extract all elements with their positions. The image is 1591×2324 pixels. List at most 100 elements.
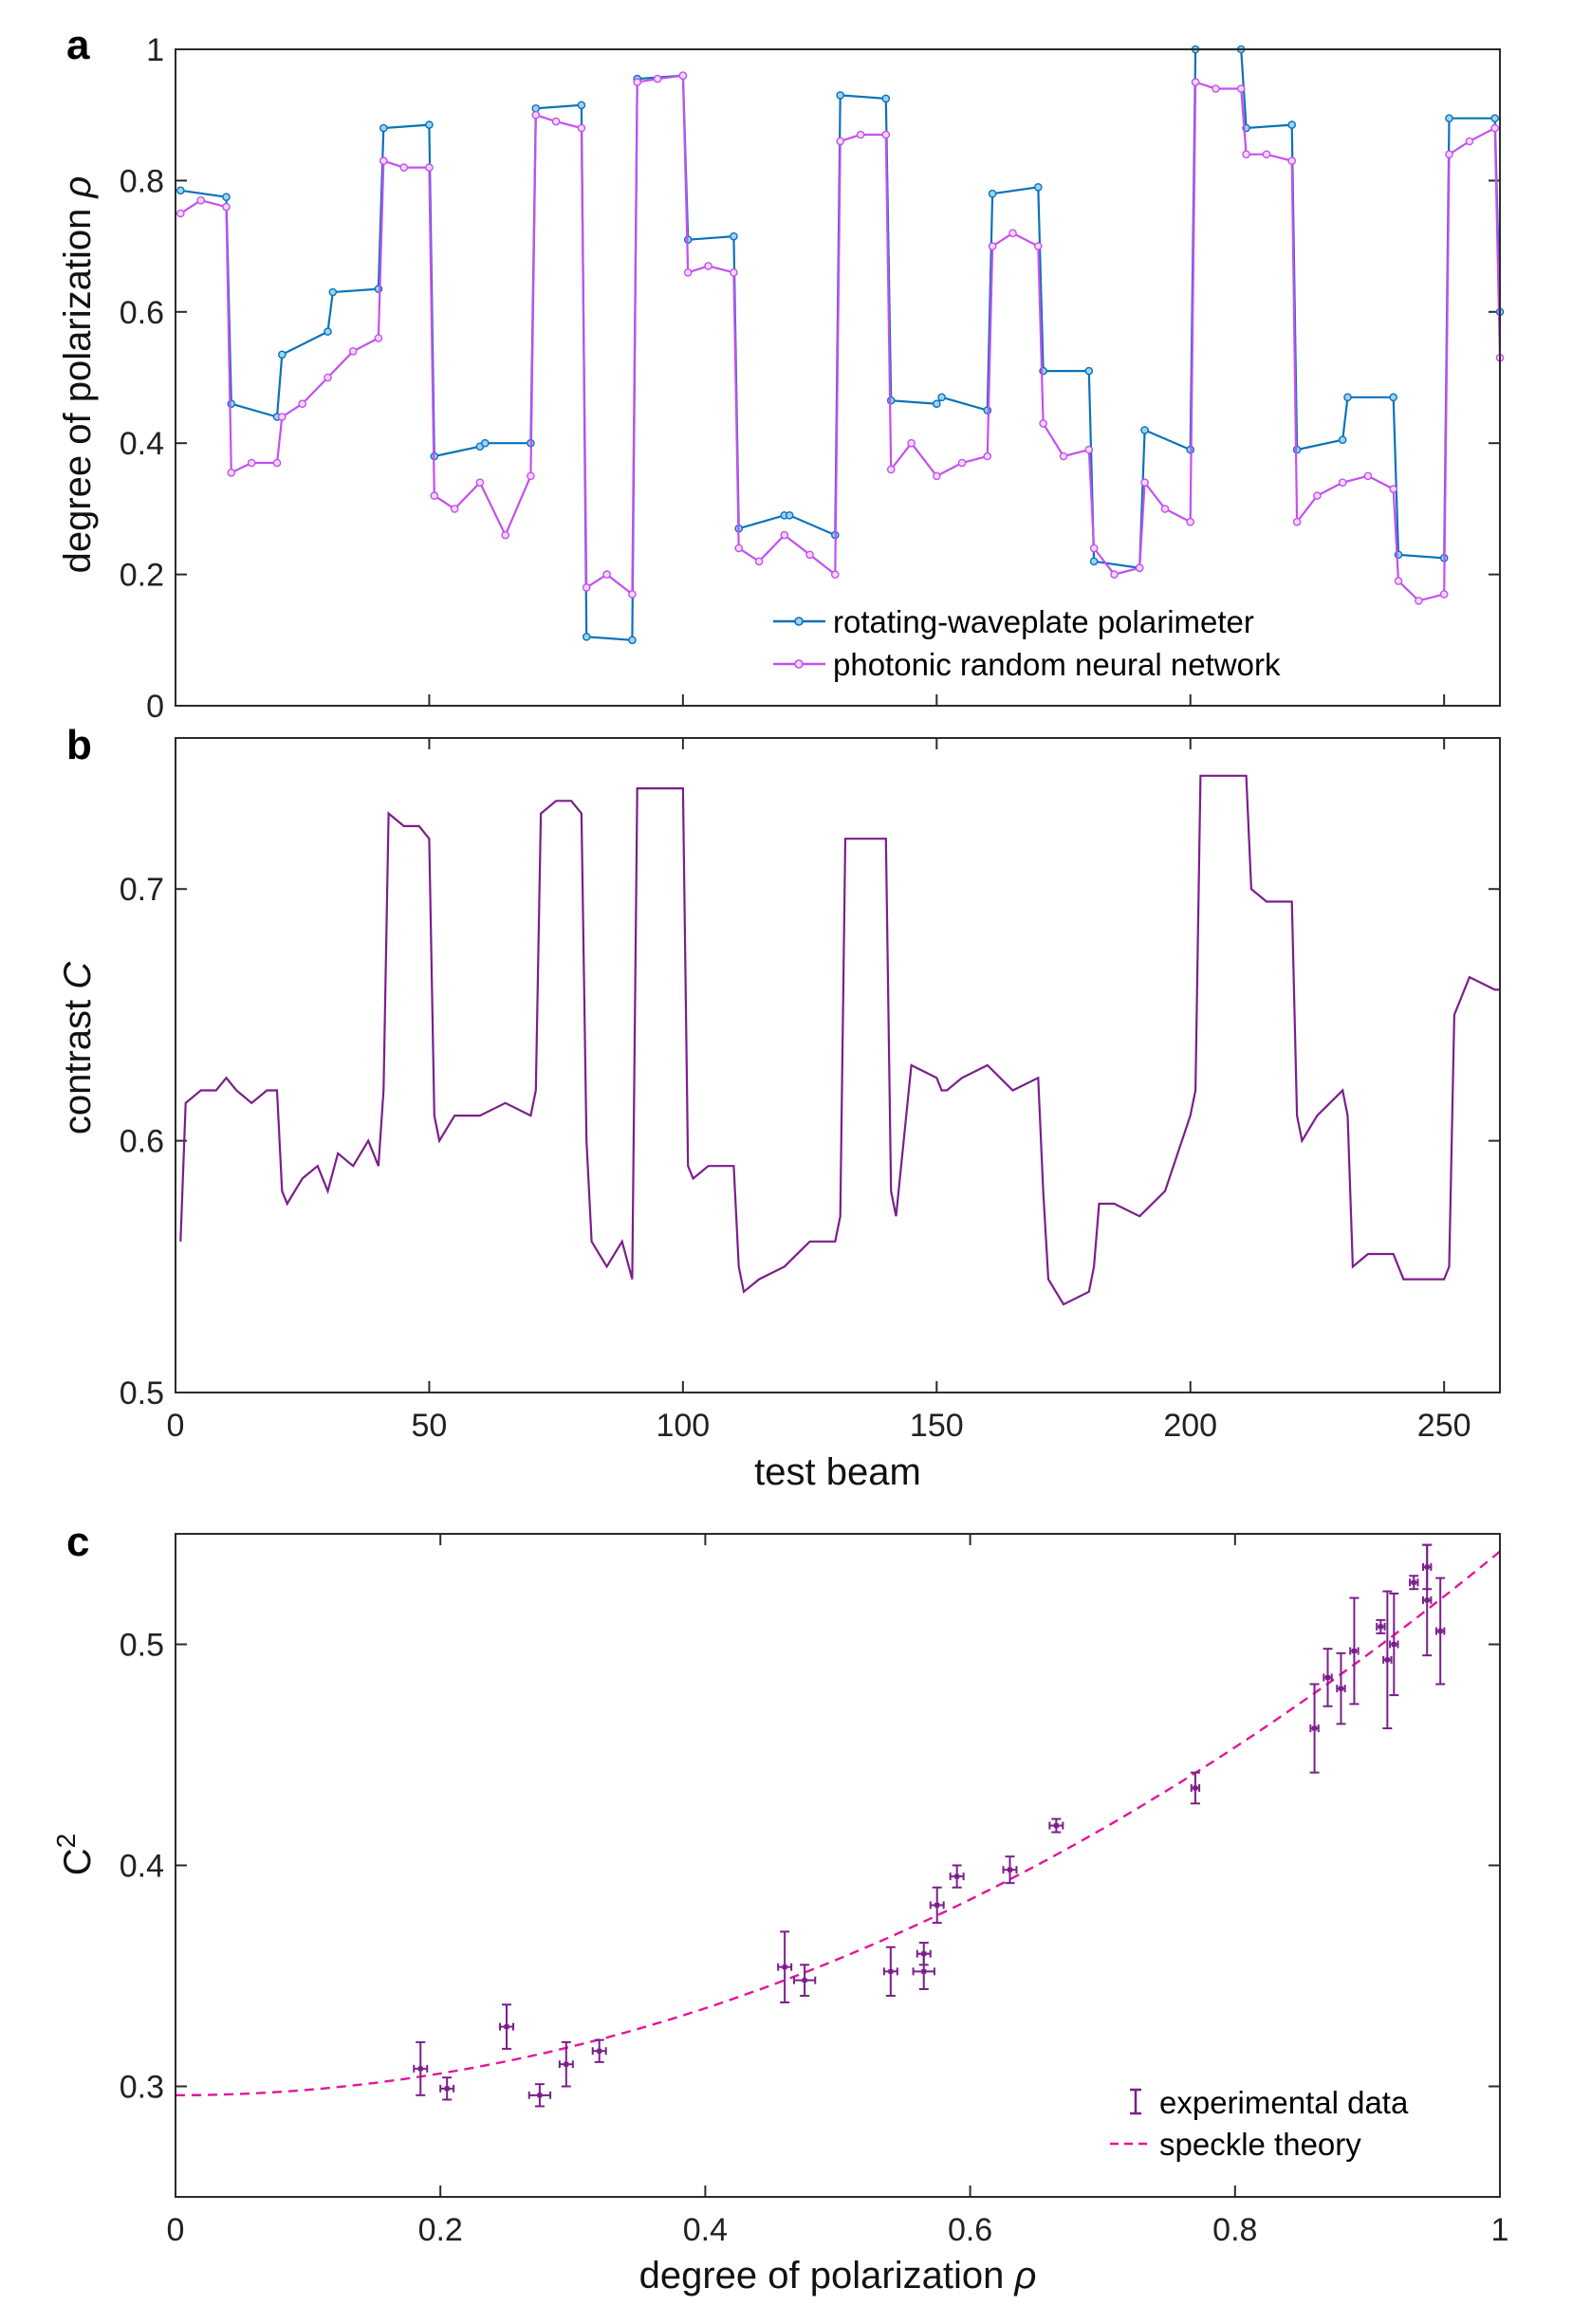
panel-c-xlabel: degree of polarization ρ — [639, 2255, 1037, 2296]
data-marker — [1378, 1624, 1383, 1630]
data-marker — [1411, 1579, 1416, 1585]
panel-b-ytick-label-2: 0.7 — [120, 872, 164, 908]
panel-a-series-1-point — [176, 209, 185, 218]
panel-a-series-1-point — [1242, 150, 1250, 158]
panel-a-series-1-point — [1110, 570, 1119, 579]
panel-c: c C2 0.3 0.4 0.5 0 0.2 0.4 0.6 0.8 1 experiment… — [51, 1519, 1508, 2296]
panel-a-series-1-point — [856, 130, 865, 139]
data-marker — [954, 1873, 960, 1879]
panel-c-data-point-19 — [1349, 1596, 1360, 1706]
panel-a-series-0-point — [836, 91, 845, 100]
legend-prnn-marker — [794, 659, 804, 669]
panel-a-series-1-point — [1287, 157, 1296, 165]
panel-a-series-1-point — [277, 413, 287, 421]
panel-a-series-1-point — [1445, 150, 1453, 158]
panel-c-xtick-label-5: 1 — [1491, 2212, 1509, 2248]
panel-b-xtick-label-2: 100 — [656, 1408, 710, 1444]
panel-c-data-point-6 — [777, 1930, 793, 2003]
panel-a-series-1-point — [1292, 517, 1302, 526]
data-marker — [1325, 1674, 1331, 1680]
panel-a-series-1-point — [1160, 505, 1170, 513]
panel-b-ytick-label-0: 0.5 — [120, 1375, 164, 1411]
data-marker — [1338, 1686, 1343, 1691]
panel-a-series-0-point — [1445, 114, 1453, 122]
panel-a-series-0-point — [933, 399, 941, 409]
panel-c-frame — [175, 1533, 1501, 2198]
panel-a-series-1-point — [247, 458, 256, 468]
panel-a-ytick-label-3: 0.6 — [120, 295, 164, 331]
legend-rwp-label: rotating-waveplate polarimeter — [833, 604, 1254, 639]
panel-c-data-point-21 — [1382, 1590, 1393, 1730]
panel-b-xlabel: test beam — [754, 1451, 921, 1493]
panel-b-xtick-label-5: 250 — [1417, 1408, 1471, 1444]
panel-a-series-1-point — [1059, 452, 1068, 461]
panel-c-xtick-label-3: 0.6 — [948, 2212, 992, 2248]
panel-a-series-1-point — [1490, 123, 1499, 133]
panel-a-series-0-point — [577, 101, 586, 110]
panel-a-series-1-point — [227, 468, 236, 477]
panel-a-series-1-point — [430, 491, 439, 500]
panel-a-series-1-point — [1389, 485, 1397, 493]
panel-a-ytick-label-5: 1 — [146, 32, 164, 68]
panel-a-series-0-point — [881, 94, 891, 103]
data-marker — [782, 1964, 787, 1970]
panel-a-series-1-point — [1135, 563, 1144, 573]
panel-a-series-1-point — [1140, 478, 1149, 488]
panel-a-series-1-point — [957, 458, 967, 468]
panel-a-series-1-point — [1089, 544, 1099, 553]
panel-a-yticks: 0 0.2 0.4 0.6 0.8 1 — [120, 32, 1500, 725]
panel-a-series-0-point — [176, 186, 185, 195]
panel-a-series-1-point — [1415, 597, 1423, 605]
panel-c-ytick-label-2: 0.5 — [120, 1628, 164, 1664]
panel-a-series-1-point — [886, 465, 896, 474]
panel-a-series-1-point — [501, 530, 510, 540]
panel-a-series-1-point — [653, 74, 662, 83]
panel-a-series-0-point — [730, 231, 738, 241]
panel-a-series-1-point — [399, 163, 409, 172]
panel-a-series-0-point — [1034, 182, 1043, 192]
panel-b-contrast-line — [179, 774, 1500, 1306]
panel-c-data-point-17 — [1323, 1648, 1333, 1707]
data-marker — [888, 1968, 894, 1974]
panel-a-series-1-point — [1465, 137, 1474, 146]
panel-c-xtick-label-2: 0.4 — [683, 2212, 728, 2248]
panel-a-series-0-point — [1140, 426, 1149, 434]
panel-a-series-1-point — [298, 399, 307, 409]
panel-a-series-1-point — [1034, 242, 1043, 250]
panel-a-series-1-point — [450, 505, 459, 513]
data-marker — [417, 2066, 423, 2072]
data-marker — [1351, 1648, 1357, 1653]
panel-a-series-0-point — [328, 287, 338, 297]
panel-c-data-point-22 — [1389, 1592, 1399, 1697]
panel-a-series-0-point — [222, 193, 231, 201]
panel-a-series-1-point — [1262, 150, 1271, 158]
panel-a-series-1-point — [734, 544, 744, 553]
data-marker — [504, 2024, 509, 2030]
data-marker — [1053, 1823, 1059, 1829]
panel-b-letter: b — [66, 722, 92, 768]
panel-b-ylabel: contrast C — [57, 961, 99, 1134]
panel-c-ylabel: C2 — [51, 1834, 99, 1875]
panel-a-series-1-point — [1439, 590, 1449, 599]
panel-a-series-1-point — [531, 110, 541, 120]
panel-c-ytick-label-1: 0.4 — [120, 1849, 164, 1885]
panel-c-data-point-10 — [912, 1952, 935, 1990]
panel-a: a degree of polarization ρ 0 0.2 0.4 0.6 0.8… — [57, 22, 1505, 725]
data-marker — [564, 2061, 569, 2067]
data-marker — [1312, 1725, 1318, 1731]
panel-a-series-1-point — [754, 557, 764, 566]
data-marker — [802, 1978, 807, 1983]
panel-a-series-1-point — [678, 71, 688, 80]
panel-a-series-0-point — [1084, 366, 1094, 376]
panel-a-series-0-point — [324, 327, 332, 336]
panel-a-series-0-point — [1343, 393, 1352, 402]
panel-c-data-point-15 — [1190, 1771, 1201, 1805]
panel-a-series-0-point — [937, 393, 946, 402]
panel-c-data-point-23 — [1409, 1575, 1419, 1591]
panel-c-data-point-16 — [1309, 1683, 1320, 1774]
panel-c-points — [413, 1543, 1446, 2108]
panel-a-series-1-point — [222, 202, 231, 212]
panel-a-series-1-point — [577, 123, 586, 133]
data-marker — [1193, 1785, 1198, 1791]
panel-a-series-1-point — [628, 590, 637, 599]
